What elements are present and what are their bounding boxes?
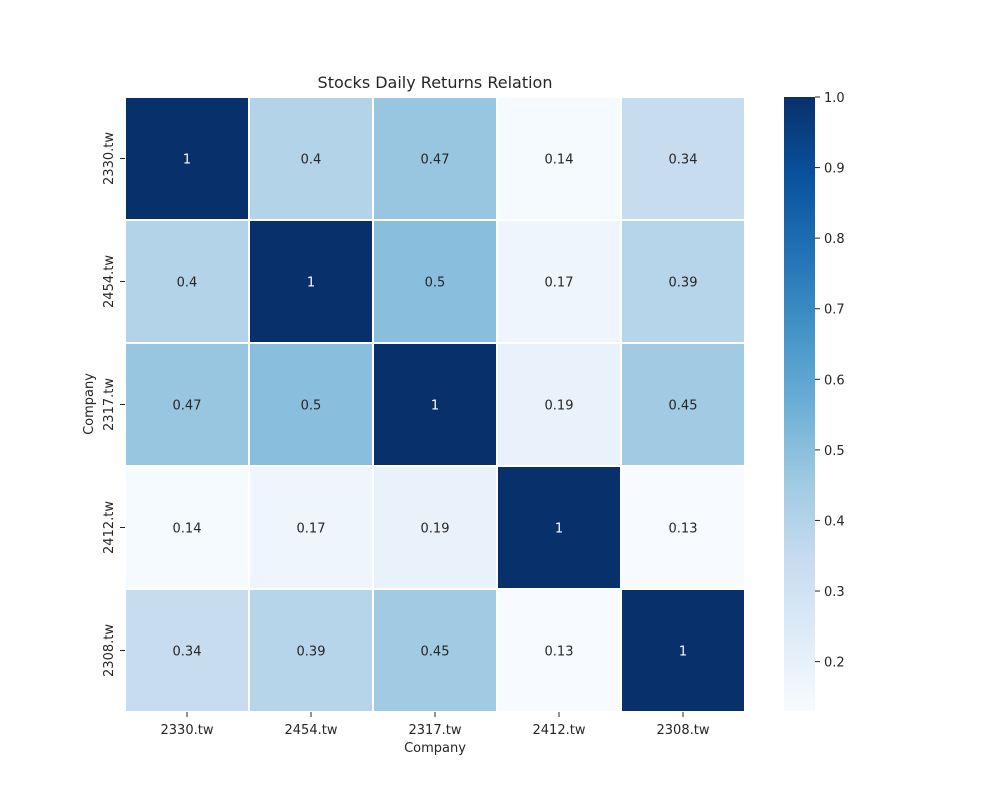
y-tick-label: 2308.tw bbox=[102, 624, 117, 677]
cell-value-label: 0.14 bbox=[173, 522, 202, 537]
colorbar-gradient bbox=[784, 97, 815, 711]
x-tick-label: 2330.tw bbox=[161, 723, 214, 738]
heatmap-cell bbox=[496, 342, 622, 467]
y-tick-label: 2412.tw bbox=[102, 501, 117, 554]
cell-value-label: 0.5 bbox=[301, 399, 322, 414]
cell-value-label: 0.17 bbox=[297, 522, 326, 537]
cell-value-label: 0.45 bbox=[421, 645, 450, 660]
cell-value-label: 0.19 bbox=[421, 522, 450, 537]
colorbar-tick-label: 0.3 bbox=[824, 585, 845, 600]
cell-value-label: 0.4 bbox=[177, 276, 198, 291]
cell-value-label: 0.13 bbox=[545, 645, 574, 660]
x-axis-ticks: 2330.tw 2454.tw 2317.tw 2412.tw 2308.tw bbox=[161, 712, 710, 738]
y-tick-label: 2454.tw bbox=[102, 255, 117, 308]
cell-value-label: 0.13 bbox=[669, 522, 698, 537]
cell-value-label: 0.47 bbox=[173, 399, 202, 414]
colorbar-tick-label: 0.9 bbox=[824, 162, 845, 177]
x-tick-label: 2454.tw bbox=[285, 723, 338, 738]
cell-value-label: 1 bbox=[183, 153, 191, 168]
colorbar-tick-label: 1.0 bbox=[824, 91, 845, 106]
x-axis-label: Company bbox=[404, 741, 466, 756]
colorbar-tick-label: 0.8 bbox=[824, 232, 845, 247]
colorbar-tick-label: 0.4 bbox=[824, 514, 845, 529]
colorbar-tick-label: 0.7 bbox=[824, 303, 845, 318]
heatmap-cell bbox=[372, 465, 498, 590]
heatmap-cells: 1 0.4 0.47 0.14 0.34 0.4 1 0.5 0.17 0.39 0.47 0.5 1 0… bbox=[124, 96, 746, 713]
heatmap-cell bbox=[496, 465, 622, 590]
y-tick-label: 2330.tw bbox=[102, 132, 117, 185]
chart-title: Stocks Daily Returns Relation bbox=[318, 73, 553, 92]
heatmap-cell bbox=[372, 96, 498, 221]
y-axis-label: Company bbox=[82, 373, 97, 435]
cell-value-label: 0.39 bbox=[297, 645, 326, 660]
x-tick-label: 2308.tw bbox=[657, 723, 710, 738]
cell-value-label: 0.45 bbox=[669, 399, 698, 414]
colorbar-tick-label: 0.2 bbox=[824, 656, 845, 671]
cell-value-label: 0.5 bbox=[425, 276, 446, 291]
heatmap-cell bbox=[620, 465, 746, 590]
cell-value-label: 1 bbox=[679, 645, 687, 660]
cell-value-label: 0.47 bbox=[421, 153, 450, 168]
cell-value-label: 0.34 bbox=[173, 645, 202, 660]
y-axis-ticks: 2330.tw 2454.tw 2317.tw 2412.tw 2308.tw bbox=[102, 132, 125, 677]
heatmap-cell bbox=[124, 96, 250, 221]
cell-value-label: 0.4 bbox=[301, 153, 322, 168]
cell-value-label: 1 bbox=[431, 399, 439, 414]
x-tick-label: 2412.tw bbox=[533, 723, 586, 738]
heatmap-cell bbox=[620, 219, 746, 344]
heatmap-cell bbox=[248, 588, 374, 713]
y-tick-label: 2317.tw bbox=[102, 378, 117, 431]
x-tick-label: 2317.tw bbox=[409, 723, 462, 738]
heatmap-cell bbox=[372, 219, 498, 344]
heatmap-cell bbox=[124, 588, 250, 713]
heatmap-cell bbox=[248, 96, 374, 221]
cell-value-label: 1 bbox=[307, 276, 315, 291]
cell-value-label: 0.14 bbox=[545, 153, 574, 168]
colorbar: 0.2 0.3 0.4 0.5 0.6 0.7 0.8 0.9 1.0 bbox=[784, 91, 845, 711]
cell-value-label: 1 bbox=[555, 522, 563, 537]
heatmap-cell bbox=[248, 342, 374, 467]
cell-value-label: 0.39 bbox=[669, 276, 698, 291]
colorbar-tick-label: 0.5 bbox=[824, 444, 845, 459]
heatmap-cell bbox=[372, 588, 498, 713]
cell-value-label: 0.19 bbox=[545, 399, 574, 414]
heatmap-cell bbox=[620, 588, 746, 713]
heatmap-cell bbox=[248, 465, 374, 590]
colorbar-tick-label: 0.6 bbox=[824, 373, 845, 388]
cell-value-label: 0.17 bbox=[545, 276, 574, 291]
cell-value-label: 0.34 bbox=[669, 153, 698, 168]
